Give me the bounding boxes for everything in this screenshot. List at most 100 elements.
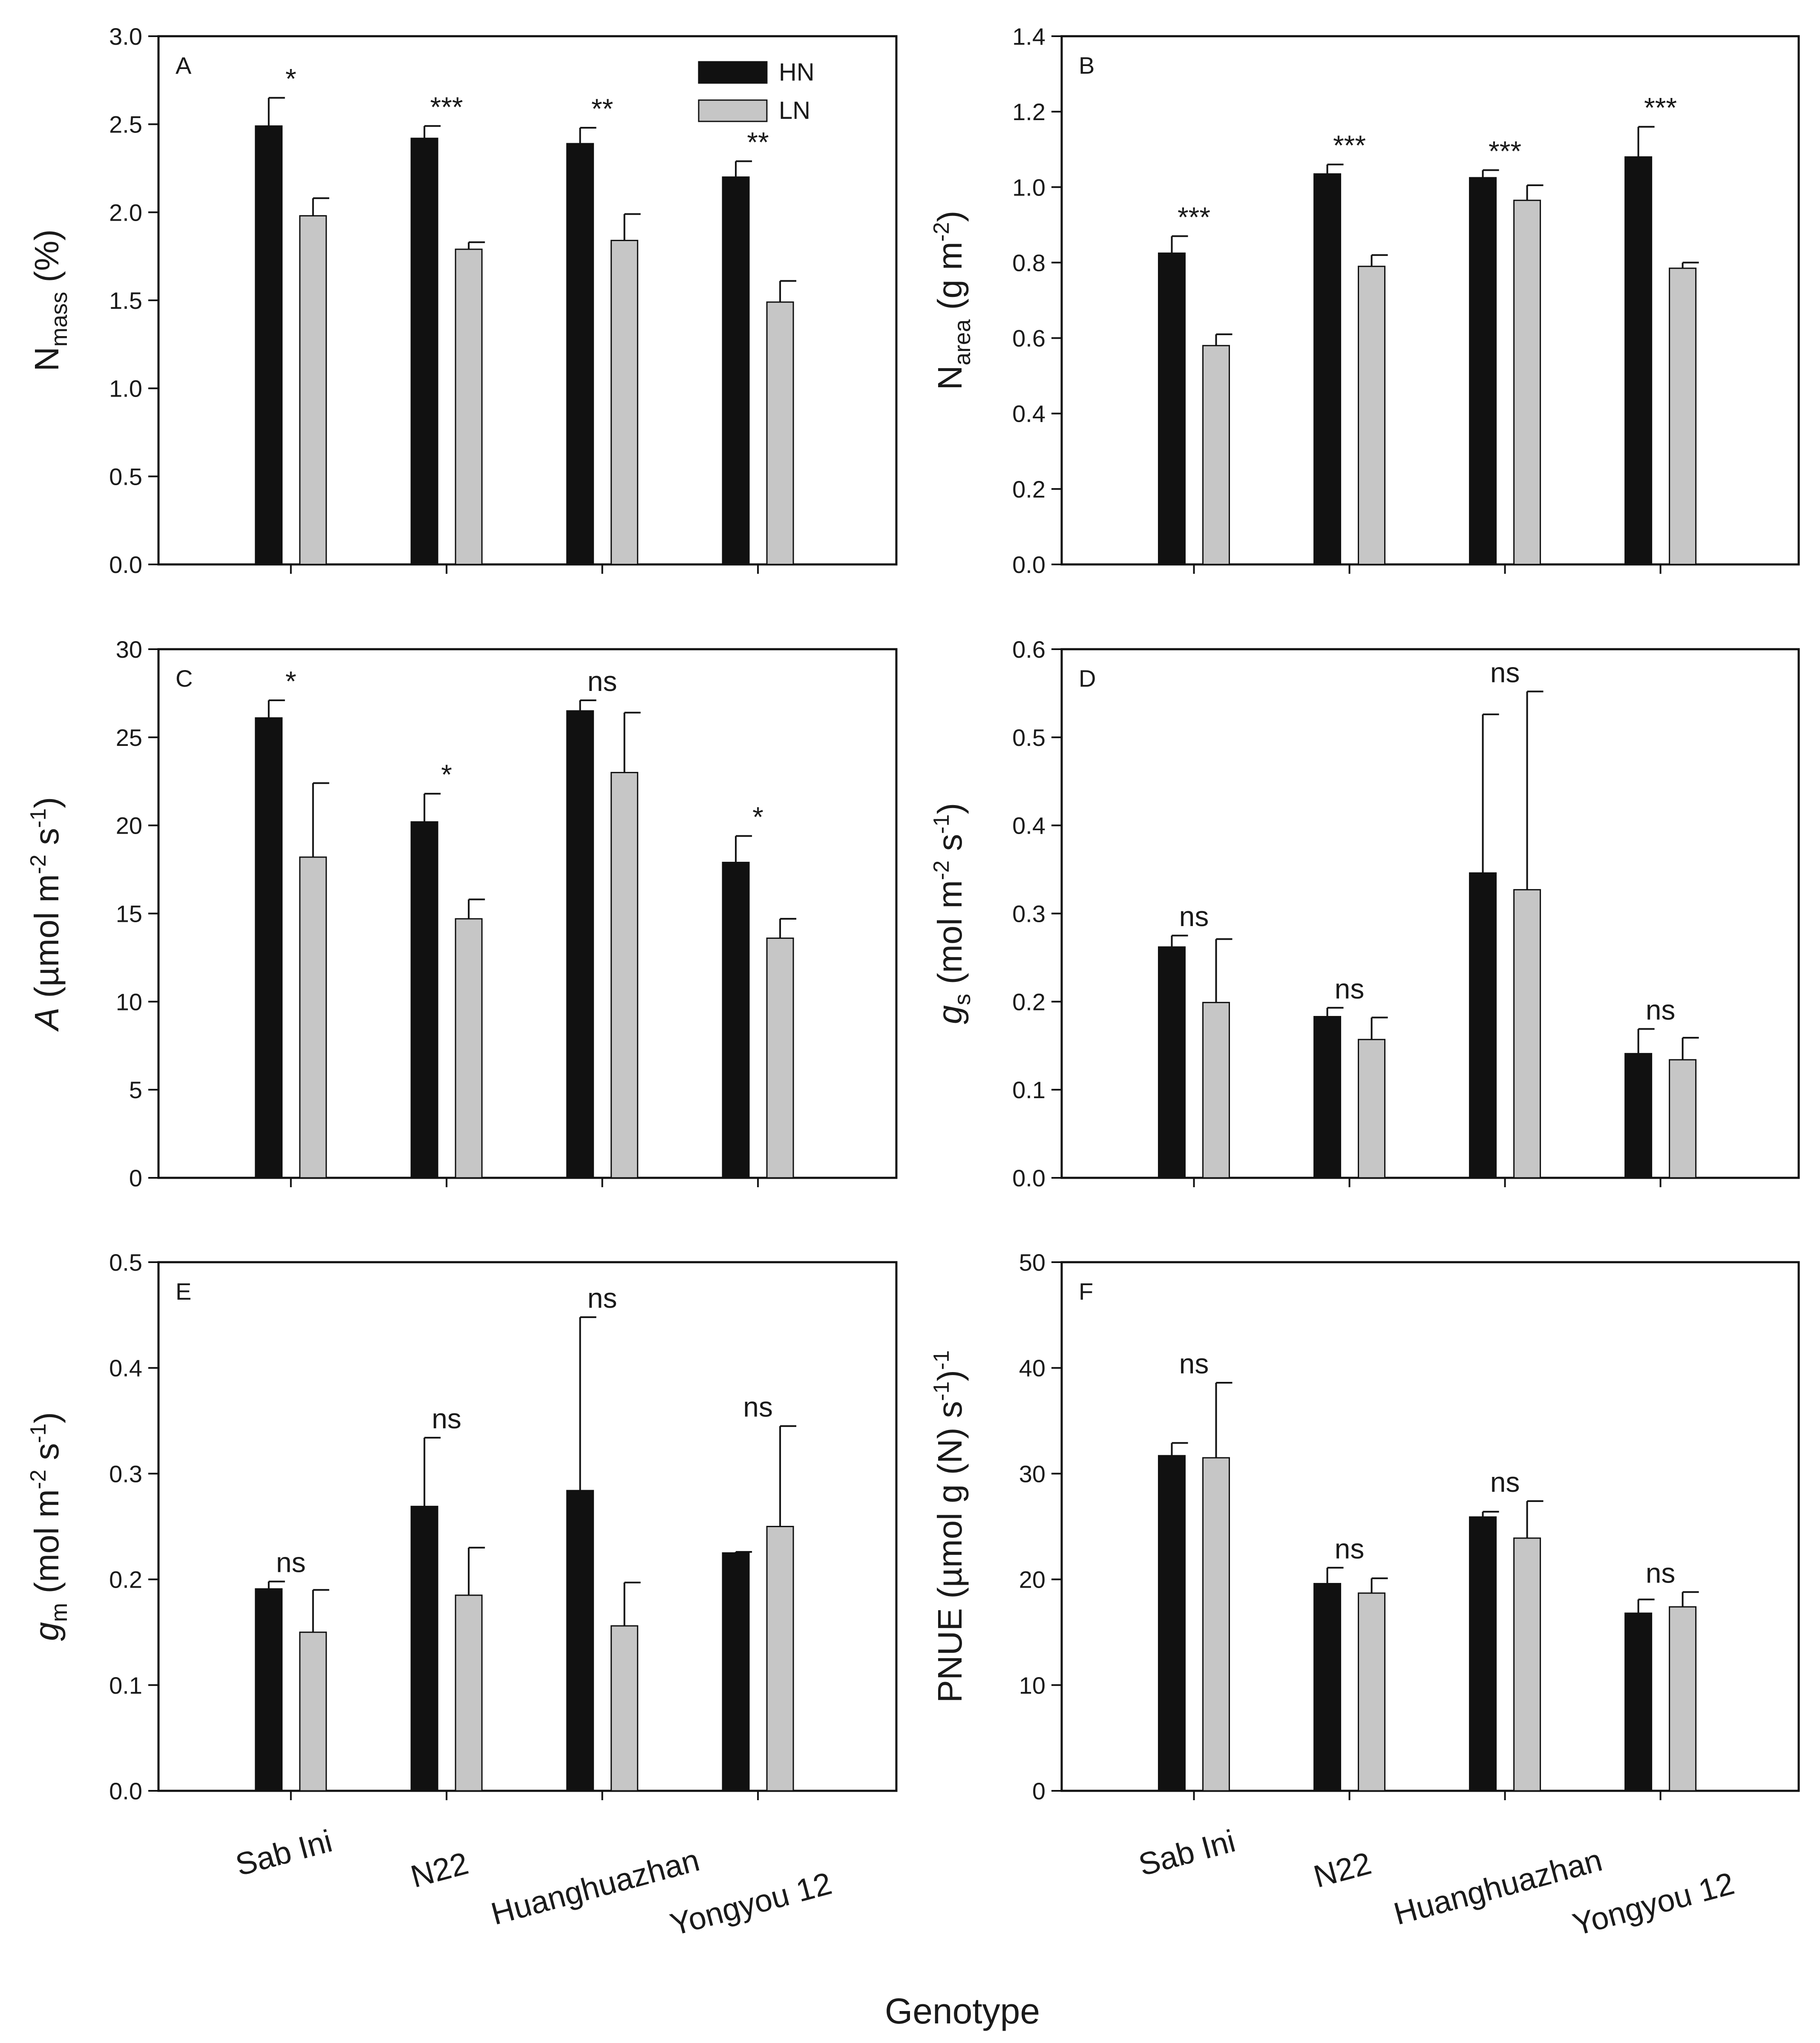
y-tick-label: 10 [1019, 1672, 1045, 1699]
bar-ln [455, 1594, 483, 1792]
bar-ln [1358, 265, 1386, 565]
category-label: Sab Ini [232, 1823, 336, 1882]
bar-ln [1202, 1457, 1230, 1792]
y-tick-label: 15 [116, 901, 142, 927]
bar-ln [1513, 1537, 1541, 1792]
legend-label: LN [779, 97, 810, 124]
legend-swatch [698, 61, 768, 84]
bar-hn [722, 862, 750, 1179]
y-tick-label: 40 [1019, 1355, 1045, 1381]
bar-hn [410, 138, 438, 565]
category-label: N22 [1310, 1845, 1375, 1894]
significance-label: ns [1490, 1466, 1520, 1498]
y-tick-label: 0.4 [1012, 400, 1045, 427]
bar-ln [766, 301, 794, 565]
y-tick-label: 0.5 [1012, 724, 1045, 751]
y-tick-label: 2.0 [109, 199, 142, 226]
significance-label: ns [1646, 1557, 1676, 1588]
y-tick-label: 0.1 [109, 1672, 142, 1699]
bar-ln [611, 1625, 639, 1792]
significance-label: ns [1179, 1348, 1209, 1379]
bar-ln [766, 1526, 794, 1792]
bar-ln [1202, 1001, 1230, 1179]
bar-ln [455, 918, 483, 1179]
significance-label: *** [1178, 201, 1210, 233]
panel-e: 0.0 0.1 0.2 0.3 0.4 0.5 Egm (mol m-2 s-1) ns Sab… [26, 1249, 898, 1942]
bar-hn [1469, 177, 1497, 565]
bar-ln [299, 1632, 327, 1792]
panel-label: E [176, 1278, 191, 1305]
y-axis-title: gs (mol m-2 s-1) [929, 803, 975, 1024]
bar-hn [1469, 872, 1497, 1179]
significance-label: ns [587, 665, 617, 697]
y-tick-label: 1.5 [109, 287, 142, 314]
bar-hn [1624, 1612, 1653, 1792]
panel-d: 0.0 0.1 0.2 0.3 0.4 0.5 0.6 Dgs (mol m-2 s-1) ns… [929, 636, 1800, 1191]
significance-label: * [752, 801, 763, 832]
y-tick-label: 0.6 [1012, 636, 1045, 663]
bar-ln [1358, 1039, 1386, 1179]
bar-hn [255, 125, 283, 565]
bar-hn [1158, 252, 1186, 565]
bar-ln [611, 239, 639, 565]
x-axis-title: Genotype [885, 1991, 1040, 2031]
y-tick-label: 0.2 [1012, 988, 1045, 1015]
bar-ln [1202, 345, 1230, 565]
plot-frame [157, 1261, 898, 1792]
y-axis-title: gm (mol m-2 s-1) [26, 1412, 72, 1641]
bar-ln [766, 937, 794, 1179]
bar-hn [722, 176, 750, 565]
bar-hn [1624, 156, 1653, 565]
legend: HN LN [698, 58, 815, 124]
bar-hn [410, 821, 438, 1179]
category-label: N22 [407, 1845, 472, 1894]
plot-frame [1060, 1261, 1800, 1792]
bar-hn [1313, 173, 1342, 565]
significance-label: ns [1335, 973, 1365, 1004]
significance-label: * [285, 63, 297, 95]
y-tick-label: 0.2 [1012, 476, 1045, 503]
significance-label: ns [743, 1391, 773, 1423]
y-tick-label: 0.5 [109, 463, 142, 490]
panel-f: 0 10 20 30 40 50 F PNUE (µmol g (N) s-1)-1 ns Sab… [929, 1249, 1800, 1942]
significance-label: ns [1490, 656, 1520, 688]
bar-hn [1624, 1053, 1653, 1179]
bar-ln [1358, 1592, 1386, 1792]
y-tick-label: 0.8 [1012, 249, 1045, 276]
panel-b: 0.0 0.2 0.4 0.6 0.8 1.0 1.2 1.4 B Narea (g m-2) **… [929, 23, 1800, 578]
panel-label: D [1079, 665, 1096, 692]
significance-label: * [441, 759, 452, 790]
significance-label: ns [587, 1282, 617, 1314]
panel-label: A [176, 52, 192, 79]
bar-hn [566, 710, 594, 1179]
bar-ln [299, 856, 327, 1179]
significance-label: ** [747, 126, 769, 158]
y-tick-label: 30 [1019, 1460, 1045, 1487]
significance-label: * [285, 665, 297, 697]
y-tick-label: 0.1 [1012, 1076, 1045, 1103]
y-tick-label: 20 [116, 812, 142, 839]
significance-label: *** [430, 91, 463, 123]
bar-hn [566, 143, 594, 565]
category-label: Sab Ini [1135, 1823, 1239, 1882]
y-tick-label: 0.0 [1012, 1165, 1045, 1191]
y-tick-label: 0.0 [109, 551, 142, 578]
bar-ln [1669, 1059, 1697, 1179]
y-tick-label: 1.2 [1012, 98, 1045, 125]
bar-hn [255, 1588, 283, 1792]
bar-ln [1669, 268, 1697, 565]
significance-label: ns [1646, 994, 1676, 1025]
significance-label: ns [276, 1547, 306, 1578]
y-tick-label: 20 [1019, 1566, 1045, 1593]
y-tick-label: 1.4 [1012, 23, 1045, 50]
bar-hn [566, 1490, 594, 1792]
bar-hn [1158, 946, 1186, 1179]
panel-label: B [1079, 52, 1094, 79]
bar-hn [1313, 1016, 1342, 1179]
y-tick-label: 0.3 [1012, 901, 1045, 927]
y-tick-label: 2.5 [109, 111, 142, 138]
significance-label: ns [432, 1403, 461, 1434]
y-tick-label: 0.4 [1012, 812, 1045, 839]
significance-label: *** [1489, 135, 1521, 167]
